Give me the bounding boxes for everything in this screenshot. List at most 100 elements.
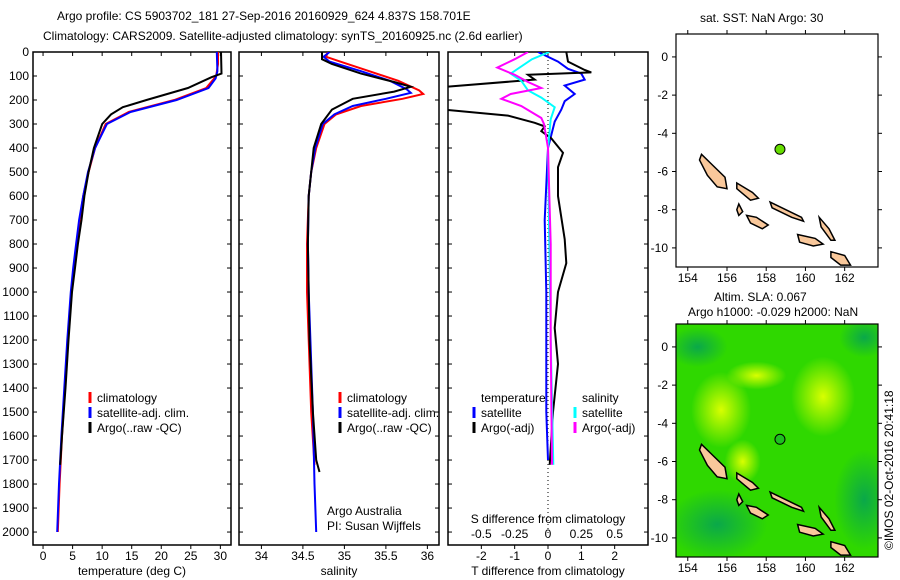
y-tick-label: 2000	[2, 525, 29, 539]
series-group	[56, 52, 223, 533]
x-tick-label: 15	[125, 549, 139, 563]
y-tick-label: 500	[9, 165, 29, 179]
map-y-tick-label: -6	[657, 165, 668, 179]
island-landmass	[830, 250, 852, 266]
map2-title: Altim. SLA: 0.067	[714, 290, 807, 304]
series-line-temperature-argo-adj-	[448, 52, 592, 465]
map-y-tick-label: -4	[657, 126, 668, 140]
t-diff-axis-label: T difference from climatology	[471, 564, 625, 578]
legend-label: satellite	[582, 406, 623, 420]
map-x-tick-label: 162	[835, 271, 855, 285]
map-y-tick-label: 0	[661, 340, 668, 354]
x-tick-label: 34.5	[291, 549, 315, 563]
x-tick-label: -2	[476, 549, 487, 563]
x-tick-label: 10	[95, 549, 109, 563]
x-tick-label: 34	[255, 549, 269, 563]
y-tick-label: 300	[9, 117, 29, 131]
map-content	[676, 324, 878, 557]
y-tick-label: 1200	[2, 333, 29, 347]
sla-low-blob	[839, 324, 878, 358]
map-x-tick-label: 154	[678, 271, 698, 285]
series-line-salinity-argo-adj-	[494, 52, 553, 465]
panel-frame	[447, 51, 649, 546]
map-x-tick-label: 162	[835, 561, 855, 575]
x-tick-label: -1	[509, 549, 520, 563]
island-landmass	[796, 523, 825, 537]
y-tick-label: 1900	[2, 501, 29, 515]
x-tick-label: 35	[338, 549, 352, 563]
series-line-satellite-adj-clim-	[56, 52, 219, 533]
sla-high-blob	[791, 356, 856, 437]
x-tick-label: 1	[578, 549, 585, 563]
sla-high-blob	[691, 371, 752, 448]
x-tick-label: 36	[421, 549, 435, 563]
s-tick-label: 0.5	[606, 527, 623, 541]
y-tick-label: 400	[9, 141, 29, 155]
y-tick-label: 100	[9, 69, 29, 83]
map1-title: sat. SST: NaN Argo: 30	[700, 11, 824, 25]
map-y-tick-label: -8	[657, 493, 668, 507]
island-landmass	[817, 214, 837, 242]
panel-frame	[238, 51, 440, 546]
argo-position-marker	[774, 143, 786, 155]
legend-label: satellite-adj. clim.	[347, 406, 439, 420]
x-tick-label: 25	[184, 549, 198, 563]
legend-label: climatology	[347, 391, 407, 405]
series-group	[306, 52, 426, 533]
profile-panel-1: 34 34.5 35 35.5 36 climatologysatellite-adj. …	[238, 51, 440, 563]
map-x-tick-label: 154	[678, 561, 698, 575]
y-tick-label: 1500	[2, 405, 29, 419]
map-x-tick-label: 158	[756, 561, 776, 575]
y-tick-label: 700	[9, 213, 29, 227]
s-tick-label: -0.5	[471, 527, 492, 541]
y-tick-label: 1700	[2, 453, 29, 467]
x-tick-label: 0	[545, 549, 552, 563]
s-tick-label: 0.25	[570, 527, 594, 541]
s-tick-label: -0.25	[501, 527, 529, 541]
sla-low-blob	[676, 326, 728, 367]
series-line-salinity-satellite	[508, 52, 556, 465]
s-diff-axis-label: S difference from climatology	[471, 512, 626, 526]
temperature-axis-label: temperature (deg C)	[78, 564, 186, 578]
map-frame	[675, 33, 879, 268]
legend-label: Argo(-adj)	[582, 421, 635, 435]
map-x-tick-label: 160	[795, 561, 815, 575]
s-tick-label: 0	[545, 527, 552, 541]
island-landmass	[817, 504, 837, 532]
x-tick-label: 2	[611, 549, 618, 563]
y-tick-label: 1300	[2, 357, 29, 371]
island-landmass	[736, 181, 760, 202]
y-tick-label: 1800	[2, 477, 29, 491]
map-content	[676, 34, 878, 267]
island-landmass	[698, 152, 728, 190]
legend-header-salinity: salinity	[582, 391, 619, 405]
sla-low-blob	[834, 449, 878, 550]
profile-panel-0: 0 5 10 15 20 25 300100200300400500600700800900…	[2, 45, 232, 563]
y-tick-label: 900	[9, 261, 29, 275]
island-landmass	[830, 540, 852, 556]
legend-label: climatology	[97, 391, 157, 405]
legend-label: Argo(-adj)	[481, 421, 534, 435]
map-y-tick-label: -10	[651, 531, 669, 545]
series-line-temperature-satellite	[537, 52, 587, 461]
salinity-axis-label: salinity	[321, 564, 358, 578]
map-y-tick-label: -6	[657, 455, 668, 469]
map-y-tick-label: -10	[651, 241, 669, 255]
island-landmass	[745, 214, 770, 230]
note-line-2: PI: Susan Wijffels	[327, 519, 421, 533]
y-tick-label: 1600	[2, 429, 29, 443]
map-frame	[675, 323, 879, 558]
y-tick-label: 0	[22, 45, 29, 59]
map-x-tick-label: 160	[795, 271, 815, 285]
legend-label: satellite-adj. clim.	[97, 406, 189, 420]
x-tick-label: 0	[40, 549, 47, 563]
y-tick-label: 1100	[3, 309, 29, 323]
panel-frame	[32, 51, 232, 546]
sla-low-blob	[676, 489, 768, 557]
legend-header-temperature: temperature	[481, 391, 546, 405]
title-line-1: Argo profile: CS 5903702_181 27-Sep-2016…	[57, 9, 471, 23]
x-tick-label: 35.5	[374, 549, 398, 563]
island-landmass	[736, 492, 744, 507]
map-y-tick-label: -2	[657, 378, 668, 392]
